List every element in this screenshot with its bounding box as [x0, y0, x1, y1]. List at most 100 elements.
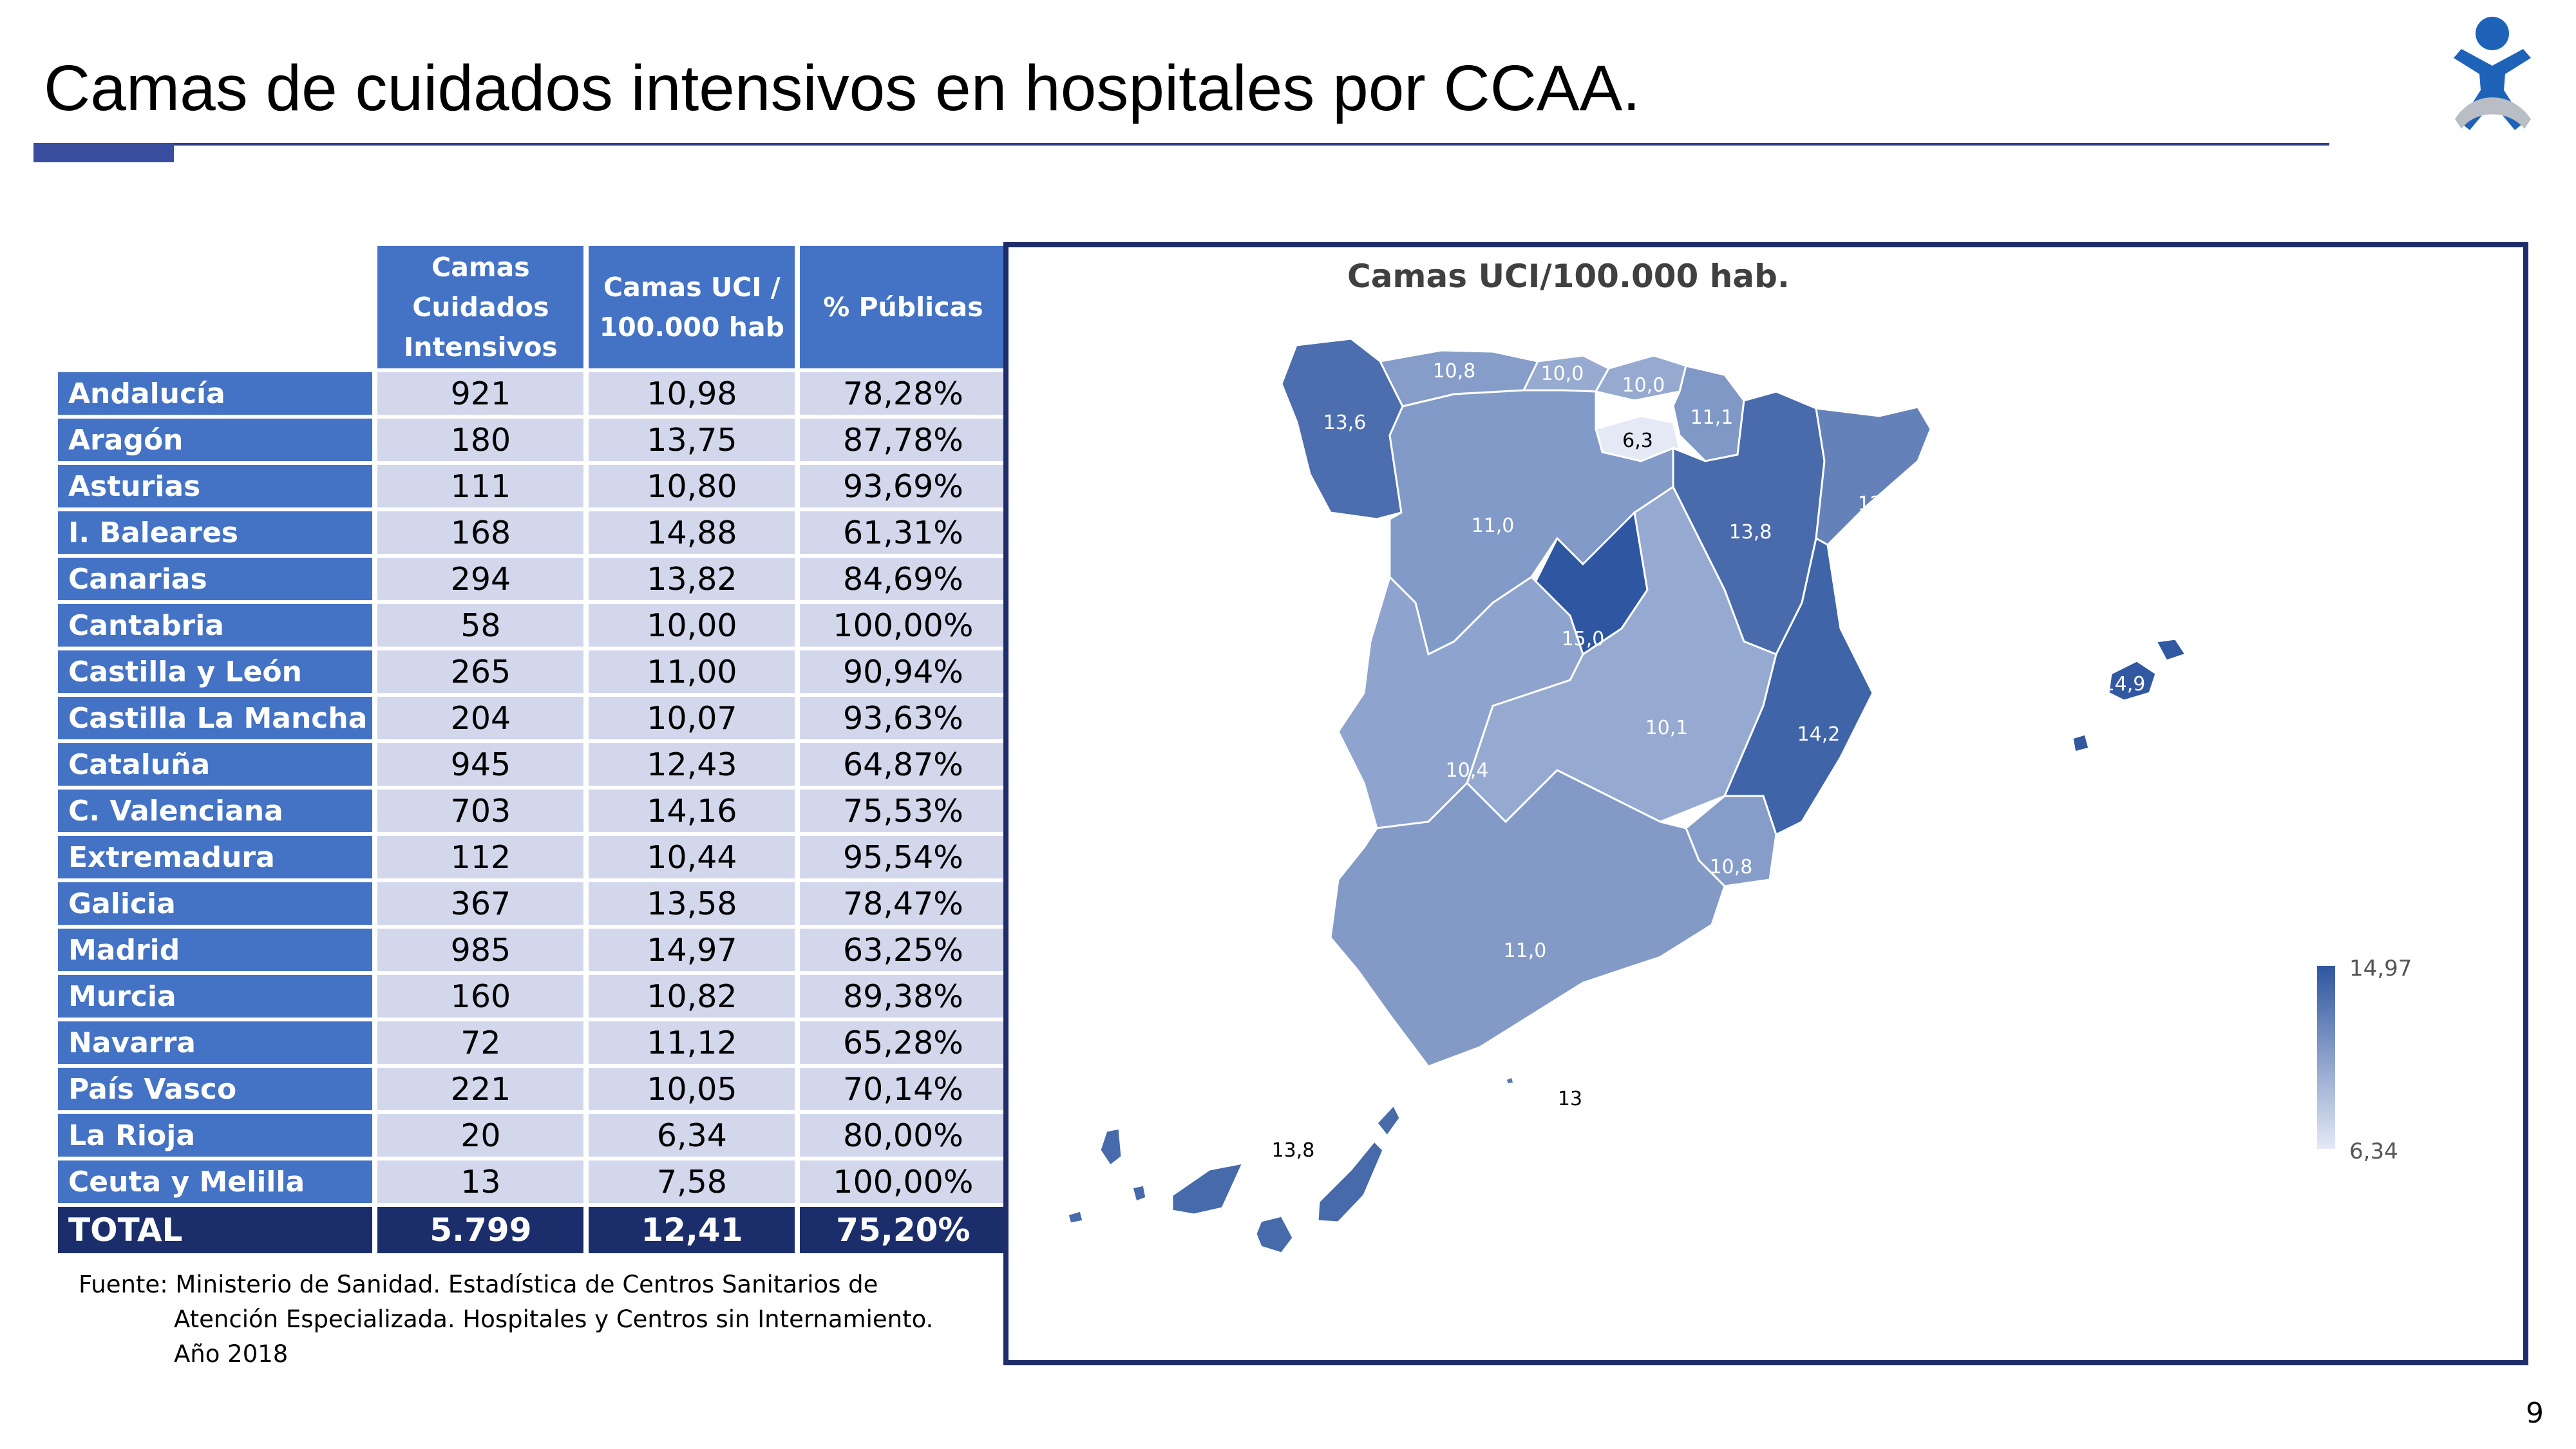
region-value-label: 10,8 [1433, 360, 1476, 383]
publicas-value: 64,87% [795, 743, 1007, 786]
region-name: I. Baleares [58, 511, 373, 554]
table-row: Castilla La Mancha 204 10,07 93,63% [58, 697, 1007, 739]
publicas-value: 84,69% [795, 558, 1007, 600]
publicas-value: 93,63% [795, 697, 1007, 739]
camas-value: 921 [372, 372, 584, 415]
uci-value: 11,00 [583, 650, 795, 693]
region-shape [1280, 337, 1404, 520]
source-line-3: Año 2018 [174, 1340, 289, 1368]
region-value-label: 10,4 [1446, 759, 1489, 782]
uci-value: 13,75 [583, 419, 795, 461]
publicas-value: 78,47% [795, 882, 1007, 925]
camas-value: 72 [372, 1021, 584, 1064]
legend-max-label: 14,97 [2349, 956, 2412, 981]
map-region-i-baleares [2071, 638, 2188, 753]
uci-value: 13,58 [583, 882, 795, 925]
uci-value: 14,88 [583, 511, 795, 554]
region-shape [2107, 659, 2157, 702]
camas-value: 20 [372, 1114, 584, 1157]
page-number: 9 [2526, 1397, 2544, 1430]
table-row: Aragón 180 13,75 87,78% [58, 419, 1007, 461]
table-row: Murcia 160 10,82 89,38% [58, 975, 1007, 1018]
header-camas-uci: Camas UCI / 100.000 hab [583, 246, 795, 368]
table-row: Canarias 294 13,82 84,69% [58, 558, 1007, 600]
source-note: Fuente: Ministerio de Sanidad. Estadísti… [79, 1267, 933, 1372]
header-camas: Camas Cuidados Intensivos [372, 246, 584, 368]
region-shape [2154, 638, 2188, 662]
region-value-label: 10,8 [1710, 856, 1753, 878]
publicas-value: 90,94% [795, 650, 1007, 693]
table-row: C. Valenciana 703 14,16 75,53% [58, 790, 1007, 832]
table-row: Madrid 985 14,97 63,25% [58, 929, 1007, 971]
region-name: Cataluña [58, 743, 373, 786]
uci-value: 10,44 [583, 836, 795, 878]
uci-value: 6,34 [583, 1114, 795, 1157]
map-region-catalu-a [1815, 406, 1932, 546]
publicas-value: 89,38% [795, 975, 1007, 1018]
spain-choropleth-map: 13,6 10,8 10,0 10,0 11,1 6,3 13,8 12,4 11,0 15,0 1… [1066, 337, 2335, 1255]
uci-value: 12,43 [583, 743, 795, 786]
total-label: TOTAL [58, 1207, 373, 1253]
camas-value: 985 [372, 929, 584, 971]
region-name: Canarias [58, 558, 373, 600]
region-value-label: 15,0 [1562, 628, 1605, 650]
uci-beds-table: Camas Cuidados Intensivos Camas UCI / 10… [58, 242, 1007, 1257]
map-region-canarias [1066, 1103, 1401, 1255]
page-title: Camas de cuidados intensivos en hospital… [44, 52, 1641, 124]
region-shape [1337, 575, 1584, 829]
uci-value: 10,98 [583, 372, 795, 415]
region-value-label: 11,1 [1690, 406, 1734, 429]
region-shape [1376, 1103, 1401, 1138]
region-name: Castilla La Mancha [58, 697, 373, 739]
uci-value: 10,80 [583, 465, 795, 507]
table-row: Cantabria 58 10,00 100,00% [58, 604, 1007, 647]
camas-value: 945 [372, 743, 584, 786]
table-header-empty [58, 246, 372, 368]
region-value-label: 13,6 [1323, 412, 1367, 434]
publicas-value: 87,78% [795, 419, 1007, 461]
camas-value: 265 [372, 650, 584, 693]
region-value-label: 13 [1558, 1088, 1582, 1110]
region-name: Murcia [58, 975, 373, 1018]
uci-value: 10,05 [583, 1068, 795, 1110]
camas-value: 168 [372, 511, 584, 554]
uci-value: 10,82 [583, 975, 795, 1018]
uci-value: 10,00 [583, 604, 795, 647]
uci-value: 14,97 [583, 929, 795, 971]
region-value-label: 10,1 [1645, 717, 1689, 739]
region-shape [1066, 1209, 1084, 1225]
table-row: Cataluña 945 12,43 64,87% [58, 743, 1007, 786]
region-shape [1504, 1075, 1515, 1086]
region-value-label: 11,0 [1472, 515, 1515, 537]
camas-value: 703 [372, 790, 584, 832]
region-value-label: 12,4 [1858, 493, 1901, 515]
table-row: Navarra 72 11,12 65,28% [58, 1021, 1007, 1064]
region-name: Castilla y León [58, 650, 373, 693]
region-name: Cantabria [58, 604, 373, 647]
publicas-value: 80,00% [795, 1114, 1007, 1157]
uci-value: 13,82 [583, 558, 795, 600]
region-name: Extremadura [58, 836, 373, 878]
region-value-label: 13,8 [1729, 521, 1772, 544]
publicas-value: 100,00% [795, 604, 1007, 647]
table-row: Ceuta y Melilla 13 7,58 100,00% [58, 1160, 1007, 1203]
region-name: Navarra [58, 1021, 373, 1064]
region-shape [1316, 1139, 1385, 1224]
map-region-extremadura [1337, 575, 1584, 829]
uci-value: 14,16 [583, 790, 795, 832]
region-value-label: 14,9 [2103, 673, 2146, 696]
region-name: Galicia [58, 882, 373, 925]
region-shape [1131, 1184, 1148, 1203]
camas-value: 294 [372, 558, 584, 600]
region-value-label: 6,3 [1622, 430, 1653, 452]
camas-value: 180 [372, 419, 584, 461]
region-name: Asturias [58, 465, 373, 507]
region-value-label: 11,0 [1504, 940, 1547, 962]
region-value-label: 10,0 [1541, 363, 1584, 385]
title-accent-bar [33, 143, 174, 162]
region-name: La Rioja [58, 1114, 373, 1157]
publicas-value: 65,28% [795, 1021, 1007, 1064]
camas-value: 160 [372, 975, 584, 1018]
table-header-row: Camas Cuidados Intensivos Camas UCI / 10… [58, 246, 1007, 368]
region-shape [1171, 1161, 1245, 1216]
